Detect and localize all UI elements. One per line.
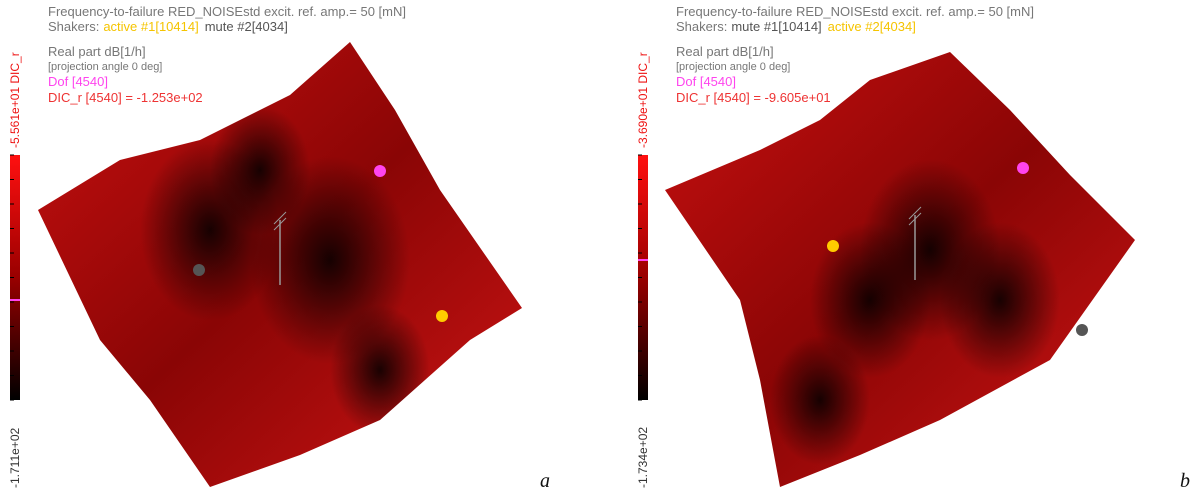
colorbar-min: -1.711e+02 [8, 428, 22, 488]
marker-dot [827, 240, 839, 252]
dof: Dof [4540] [48, 74, 108, 89]
figure: -5.561e+01 DIC_r -1.711e+02 Frequency-to-f… [0, 0, 1198, 494]
panel: -5.561e+01 DIC_r -1.711e+02 Frequency-to-f… [8, 4, 550, 492]
dark-region [330, 305, 430, 435]
colorbar-max: -5.561e+01 DIC_r [8, 52, 22, 148]
quantity: Real part dB[1/h] [48, 44, 146, 59]
colorbar-max: -3.690e+01 DIC_r [636, 52, 650, 148]
title: Frequency-to-failure RED_NOISEstd excit.… [676, 4, 1034, 19]
shakers: Shakers: active #1[10414] mute #2[4034] [48, 19, 288, 34]
dof: Dof [4540] [676, 74, 736, 89]
marker-dot [1076, 324, 1088, 336]
dark-region [940, 222, 1060, 378]
shakers: Shakers: mute #1[10414] active #2[4034] [676, 19, 916, 34]
shaker: mute #1[10414] [731, 19, 821, 34]
panel-label: a [540, 470, 550, 492]
dark-region [210, 105, 310, 235]
title: Frequency-to-failure RED_NOISEstd excit.… [48, 4, 406, 19]
colorbar-min: -1.734e+02 [636, 427, 650, 488]
shaker: active #1[10414] [103, 19, 198, 34]
panel-label: b [1180, 470, 1190, 492]
dark-region [770, 335, 870, 465]
quantity: Real part dB[1/h] [676, 44, 774, 59]
dic-value: DIC_r [4540] = -1.253e+02 [48, 90, 203, 105]
shakers-label: Shakers: [676, 19, 727, 34]
marker-dot [436, 310, 448, 322]
shaker: active #2[4034] [828, 19, 916, 34]
panel: -3.690e+01 DIC_r -1.734e+02 Frequency-to-f… [636, 4, 1190, 492]
dic-value: DIC_r [4540] = -9.605e+01 [676, 90, 831, 105]
projection: [projection angle 0 deg] [48, 61, 162, 73]
shaker: mute #2[4034] [205, 19, 288, 34]
shakers-label: Shakers: [48, 19, 99, 34]
marker-dot [193, 264, 205, 276]
marker-dot [1017, 162, 1029, 174]
projection: [projection angle 0 deg] [676, 61, 790, 73]
marker-dot [374, 165, 386, 177]
